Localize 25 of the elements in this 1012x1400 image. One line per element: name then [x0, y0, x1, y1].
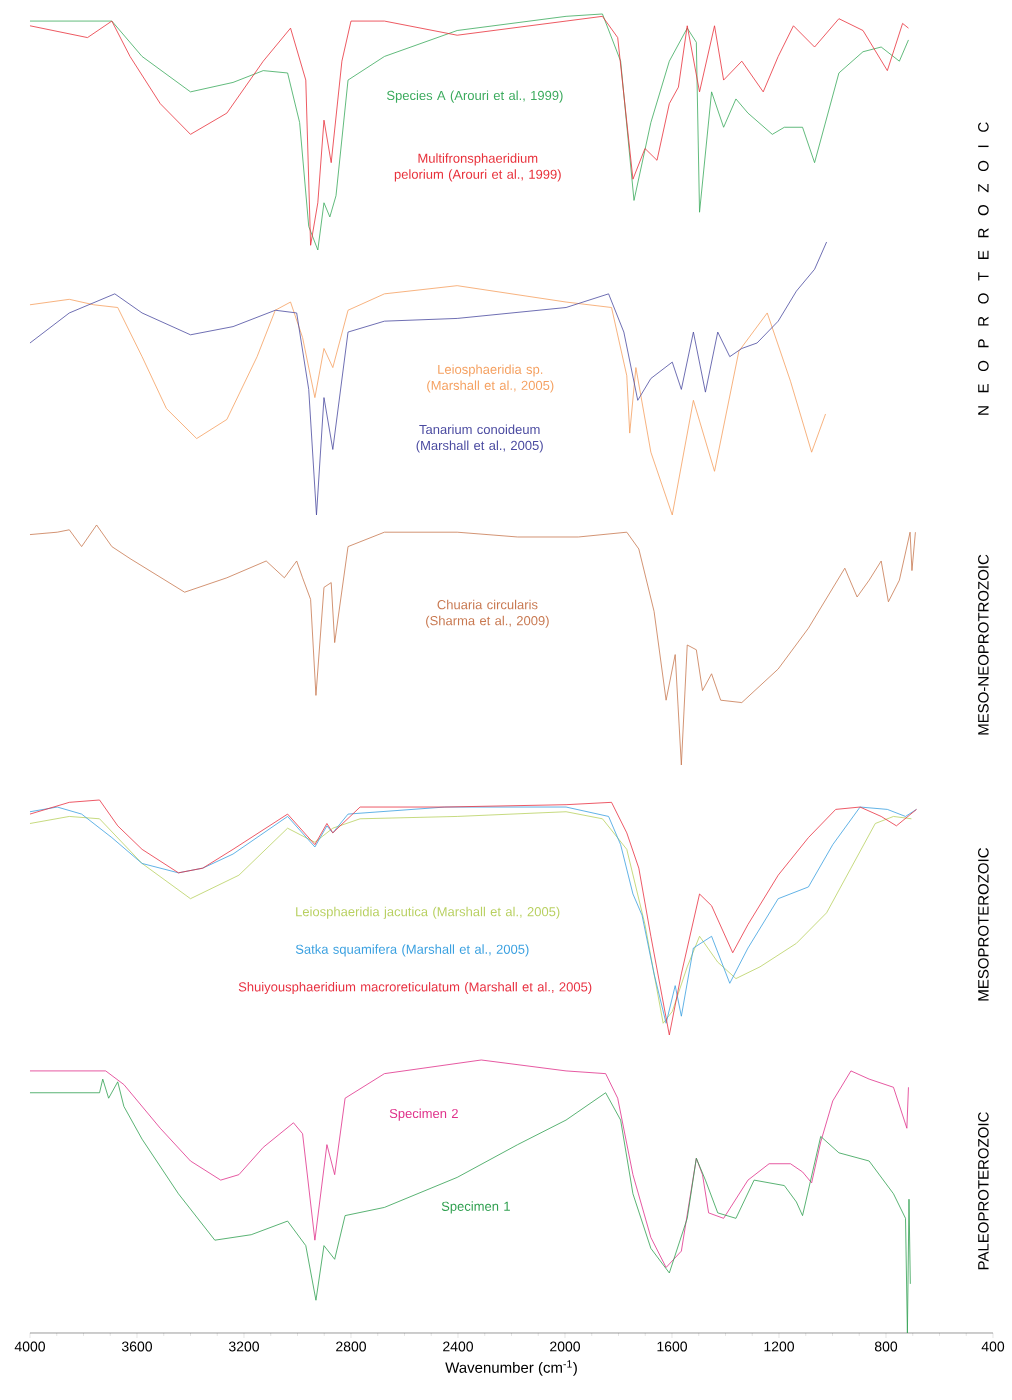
y-axis-title: MESOPROTEROZOIC: [978, 848, 989, 1001]
text: Species A (Arouri et al., 1999): [386, 90, 563, 103]
x-tick-label: 800: [874, 1341, 898, 1352]
x-tick-label: 2400: [443, 1341, 474, 1352]
x-tick-label: 1600: [657, 1341, 688, 1352]
y-axis-title: MESO-NEOPROTROZOIC: [978, 554, 989, 735]
text: Tanarium conoideum (Marshall et al., 2005): [416, 424, 543, 453]
text: Leiosphaeridia sp. (Marshall et al., 2005): [427, 364, 554, 393]
x-axis-title: Wavenumber (cm$^{-1}$): [445, 1360, 577, 1376]
x-tick-label: 4000: [14, 1341, 46, 1352]
x-tick-label: 400: [981, 1341, 1005, 1352]
x-tick-label: 1200: [764, 1341, 795, 1352]
x-tick-label: 2000: [550, 1341, 581, 1352]
text: Specimen 2: [389, 1108, 458, 1121]
text: Satka squamifera (Marshall et al., 2005): [295, 944, 529, 957]
y-axis-title: N E O P R O T E R O Z O I C: [978, 122, 989, 415]
text: Leiosphaeridia jacutica (Marshall et al., 2005): [296, 906, 560, 919]
text: Multifronsphaeridium pelorium (Arouri et al., 1999): [394, 153, 561, 182]
x-tick-label: 3200: [228, 1341, 260, 1352]
x-tick-label: 2800: [336, 1341, 367, 1352]
y-axis-title: PALEOPROTEROZOIC: [978, 1112, 989, 1270]
text: Chuaria circularis (Sharma et al., 2009): [426, 599, 549, 628]
series-label: Specimen 1: [441, 1201, 510, 1214]
text: Shuiyousphaeridium macroreticulatum (Marshall et al., 2005): [238, 981, 592, 995]
x-tick-label: 3600: [121, 1341, 153, 1352]
